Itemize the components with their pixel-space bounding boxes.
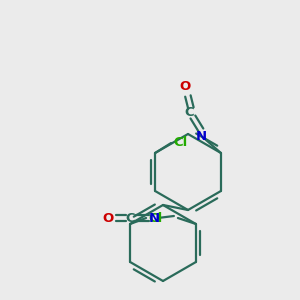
- Text: O: O: [179, 80, 191, 94]
- Text: Cl: Cl: [173, 136, 187, 148]
- Text: C: C: [125, 212, 135, 224]
- Text: Cl: Cl: [148, 212, 162, 224]
- Text: N: N: [148, 212, 160, 224]
- Text: O: O: [102, 212, 113, 224]
- Text: N: N: [195, 130, 206, 143]
- Text: C: C: [184, 106, 194, 118]
